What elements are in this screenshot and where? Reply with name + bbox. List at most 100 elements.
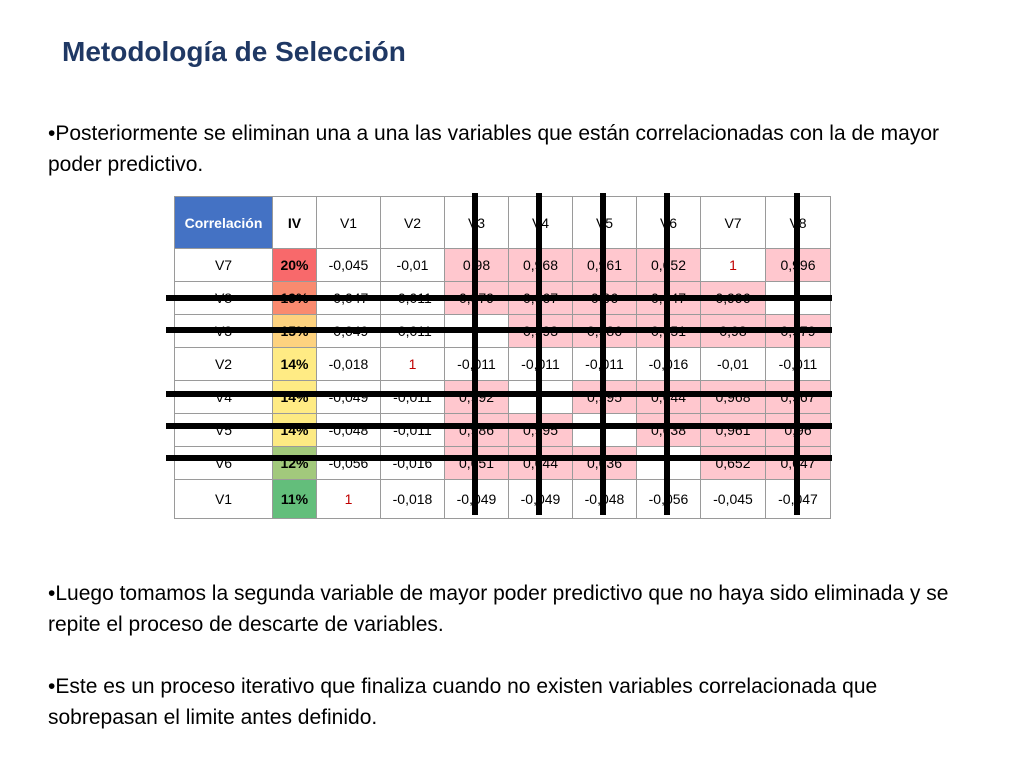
iv-cell: 14% xyxy=(272,347,317,381)
correlation-cell: 0,98 xyxy=(700,314,766,348)
iv-cell: 11% xyxy=(272,479,317,519)
correlation-cell: -0,056 xyxy=(316,446,381,480)
table-row: V6 12% -0,056 -0,016 0,651 0,644 0,636 0,652 0,6… xyxy=(174,446,831,480)
correlation-cell: 0,647 xyxy=(636,281,701,315)
correlation-cell: 0,96 xyxy=(572,281,637,315)
column-header: V6 xyxy=(636,196,701,249)
correlation-cell: 0,652 xyxy=(700,446,766,480)
column-header: V7 xyxy=(700,196,766,249)
column-header: V3 xyxy=(444,196,509,249)
correlation-cell: -0,049 xyxy=(444,479,509,519)
correlation-cell: -0,049 xyxy=(316,314,381,348)
correlation-cell: -0,011 xyxy=(380,281,445,315)
row-header: V6 xyxy=(174,446,273,480)
correlation-cell xyxy=(508,380,573,414)
correlation-cell: 1 xyxy=(380,347,445,381)
correlation-cell xyxy=(765,281,831,315)
correlation-cell: 0,651 xyxy=(636,314,701,348)
correlation-cell: 0,968 xyxy=(700,380,766,414)
correlation-cell: 1 xyxy=(700,248,766,282)
correlation-cell xyxy=(444,314,509,348)
correlation-cell: 0,644 xyxy=(636,380,701,414)
correlation-cell: -0,045 xyxy=(700,479,766,519)
correlation-cell: -0,048 xyxy=(572,479,637,519)
row-header: V4 xyxy=(174,380,273,414)
correlation-cell xyxy=(572,413,637,447)
iv-cell: 15% xyxy=(272,314,317,348)
correlation-cell: 0,647 xyxy=(765,446,831,480)
correlation-cell xyxy=(636,446,701,480)
correlation-table: Correlación IV V1 V2 V3 V4 V5 V6 V7 V8 V… xyxy=(174,196,831,519)
correlation-cell: -0,011 xyxy=(380,380,445,414)
correlation-cell: -0,011 xyxy=(380,413,445,447)
correlation-cell: 0,992 xyxy=(444,380,509,414)
correlation-cell: 0,967 xyxy=(765,380,831,414)
correlation-cell: 0,986 xyxy=(444,413,509,447)
table-row: V8 19% -0,047 -0,011 0,979 0,967 0,96 0,647 0,99… xyxy=(174,281,831,315)
table-body: V7 20% -0,045 -0,01 0,98 0,968 0,961 0,652 1 0,99… xyxy=(174,248,831,519)
column-header: IV xyxy=(272,196,317,249)
correlation-cell: 0,96 xyxy=(765,413,831,447)
paragraph-3: •Este es un proceso iterativo que finali… xyxy=(48,675,878,729)
correlation-cell: 0,968 xyxy=(508,248,573,282)
correlation-cell: 0,644 xyxy=(508,446,573,480)
correlation-cell: -0,018 xyxy=(380,479,445,519)
correlation-cell: 0,636 xyxy=(572,446,637,480)
correlation-cell: 0,979 xyxy=(444,281,509,315)
table-corner-header: Correlación xyxy=(174,196,273,249)
correlation-cell: 0,98 xyxy=(444,248,509,282)
correlation-cell: 0,638 xyxy=(636,413,701,447)
correlation-cell: 0,967 xyxy=(508,281,573,315)
correlation-cell: -0,011 xyxy=(572,347,637,381)
table-row: V2 14% -0,018 1 -0,011 -0,011 -0,011 -0,016 -0,0… xyxy=(174,347,831,381)
correlation-cell: -0,018 xyxy=(316,347,381,381)
correlation-cell: -0,011 xyxy=(380,314,445,348)
table-row: V7 20% -0,045 -0,01 0,98 0,968 0,961 0,652 1 0,99… xyxy=(174,248,831,282)
correlation-cell: -0,047 xyxy=(765,479,831,519)
correlation-cell: -0,016 xyxy=(380,446,445,480)
iv-cell: 20% xyxy=(272,248,317,282)
correlation-cell: -0,056 xyxy=(636,479,701,519)
correlation-cell: 0,996 xyxy=(700,281,766,315)
correlation-cell: -0,01 xyxy=(700,347,766,381)
correlation-table-wrap: Correlación IV V1 V2 V3 V4 V5 V6 V7 V8 V… xyxy=(174,196,831,519)
iv-cell: 14% xyxy=(272,413,317,447)
table-header-row: Correlación IV V1 V2 V3 V4 V5 V6 V7 V8 xyxy=(174,196,831,249)
correlation-cell: 0,995 xyxy=(572,380,637,414)
table-row: V3 15% -0,049 -0,011 0,993 0,986 0,651 0,98 0,97… xyxy=(174,314,831,348)
column-header: V1 xyxy=(316,196,381,249)
correlation-cell: -0,049 xyxy=(316,380,381,414)
correlation-cell: -0,048 xyxy=(316,413,381,447)
correlation-cell: 0,993 xyxy=(508,314,573,348)
table-row: V4 14% -0,049 -0,011 0,992 0,995 0,644 0,968 0,9… xyxy=(174,380,831,414)
column-header: V4 xyxy=(508,196,573,249)
row-header: V3 xyxy=(174,314,273,348)
correlation-cell: 0,996 xyxy=(765,248,831,282)
correlation-cell: 0,961 xyxy=(700,413,766,447)
column-header: V2 xyxy=(380,196,445,249)
correlation-cell: -0,016 xyxy=(636,347,701,381)
correlation-cell: 0,995 xyxy=(508,413,573,447)
correlation-cell: -0,011 xyxy=(444,347,509,381)
row-header: V8 xyxy=(174,281,273,315)
paragraph-2: •Luego tomamos la segunda variable de ma… xyxy=(48,582,949,636)
correlation-cell: -0,011 xyxy=(508,347,573,381)
row-header: V5 xyxy=(174,413,273,447)
correlation-cell: -0,01 xyxy=(380,248,445,282)
table-row: V1 11% 1 -0,018 -0,049 -0,049 -0,048 -0,056 -0,0… xyxy=(174,479,831,519)
column-header: V8 xyxy=(765,196,831,249)
paragraph-1: •Posteriormente se eliminan una a una la… xyxy=(48,122,940,176)
table-row: V5 14% -0,048 -0,011 0,986 0,995 0,638 0,961 0,9… xyxy=(174,413,831,447)
correlation-cell: 0,961 xyxy=(572,248,637,282)
correlation-cell: 0,979 xyxy=(765,314,831,348)
correlation-cell: -0,047 xyxy=(316,281,381,315)
row-header: V1 xyxy=(174,479,273,519)
slide-title: Metodología de Selección xyxy=(62,36,406,67)
correlation-cell: 1 xyxy=(316,479,381,519)
row-header: V2 xyxy=(174,347,273,381)
column-header: V5 xyxy=(572,196,637,249)
correlation-cell: 0,986 xyxy=(572,314,637,348)
iv-cell: 12% xyxy=(272,446,317,480)
correlation-cell: -0,045 xyxy=(316,248,381,282)
iv-cell: 14% xyxy=(272,380,317,414)
